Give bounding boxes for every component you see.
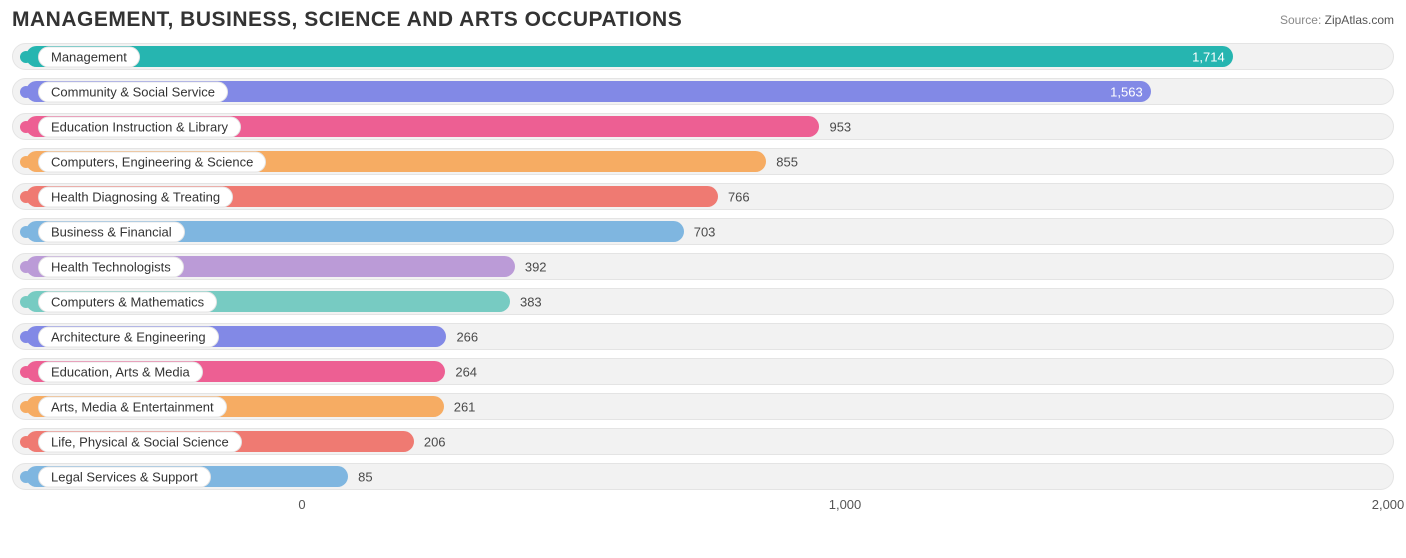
bar-row: Education Instruction & Library 953 bbox=[12, 110, 1394, 143]
bar-row: Business & Financial 703 bbox=[12, 215, 1394, 248]
category-label: Education, Arts & Media bbox=[38, 361, 203, 382]
x-axis: 01,0002,000 bbox=[12, 497, 1394, 519]
value-label: 261 bbox=[454, 399, 476, 414]
value-label: 383 bbox=[520, 294, 542, 309]
bar-endcap-icon bbox=[20, 331, 32, 343]
source-attribution: Source: ZipAtlas.com bbox=[1280, 13, 1394, 27]
category-label: Computers & Mathematics bbox=[38, 291, 217, 312]
chart-title: MANAGEMENT, BUSINESS, SCIENCE AND ARTS O… bbox=[12, 8, 682, 32]
value-label: 266 bbox=[456, 329, 478, 344]
bar-row: Legal Services & Support 85 bbox=[12, 460, 1394, 493]
bar-endcap-icon bbox=[20, 121, 32, 133]
value-label: 855 bbox=[776, 154, 798, 169]
value-label: 206 bbox=[424, 434, 446, 449]
value-label: 264 bbox=[455, 364, 477, 379]
category-label: Business & Financial bbox=[38, 221, 185, 242]
category-label: Legal Services & Support bbox=[38, 466, 211, 487]
bar-row: Computers & Mathematics 383 bbox=[12, 285, 1394, 318]
bar-endcap-icon bbox=[20, 226, 32, 238]
value-label: 1,714 bbox=[1192, 49, 1225, 64]
bar-endcap-icon bbox=[20, 51, 32, 63]
bar-row: Health Technologists 392 bbox=[12, 250, 1394, 283]
category-label: Arts, Media & Entertainment bbox=[38, 396, 227, 417]
chart-area: Management 1,714 Community & Social Servic… bbox=[12, 40, 1394, 519]
value-label: 703 bbox=[694, 224, 716, 239]
category-label: Computers, Engineering & Science bbox=[38, 151, 266, 172]
bar-endcap-icon bbox=[20, 156, 32, 168]
bar-endcap-icon bbox=[20, 366, 32, 378]
category-label: Management bbox=[38, 46, 140, 67]
category-label: Health Diagnosing & Treating bbox=[38, 186, 233, 207]
bar-endcap-icon bbox=[20, 261, 32, 273]
value-label: 766 bbox=[728, 189, 750, 204]
bar-row: Computers, Engineering & Science 855 bbox=[12, 145, 1394, 178]
bar-row: Community & Social Service 1,563 bbox=[12, 75, 1394, 108]
category-label: Community & Social Service bbox=[38, 81, 228, 102]
source-name: ZipAtlas.com bbox=[1325, 13, 1394, 27]
bar-row: Management 1,714 bbox=[12, 40, 1394, 73]
source-label: Source: bbox=[1280, 13, 1321, 27]
bar-endcap-icon bbox=[20, 86, 32, 98]
category-label: Health Technologists bbox=[38, 256, 184, 277]
bar-row: Education, Arts & Media 264 bbox=[12, 355, 1394, 388]
bar-endcap-icon bbox=[20, 401, 32, 413]
x-axis-tick: 0 bbox=[298, 497, 305, 512]
bar-endcap-icon bbox=[20, 296, 32, 308]
value-label: 85 bbox=[358, 469, 372, 484]
bar-endcap-icon bbox=[20, 471, 32, 483]
value-label: 953 bbox=[829, 119, 851, 134]
bar-fill bbox=[26, 46, 1233, 67]
value-label: 1,563 bbox=[1110, 84, 1143, 99]
bar-endcap-icon bbox=[20, 436, 32, 448]
category-label: Education Instruction & Library bbox=[38, 116, 241, 137]
x-axis-tick: 2,000 bbox=[1372, 497, 1405, 512]
x-axis-tick: 1,000 bbox=[829, 497, 862, 512]
bar-row: Arts, Media & Entertainment 261 bbox=[12, 390, 1394, 423]
bar-row: Life, Physical & Social Science 206 bbox=[12, 425, 1394, 458]
category-label: Architecture & Engineering bbox=[38, 326, 219, 347]
bar-row: Architecture & Engineering 266 bbox=[12, 320, 1394, 353]
category-label: Life, Physical & Social Science bbox=[38, 431, 242, 452]
value-label: 392 bbox=[525, 259, 547, 274]
chart-plot: Management 1,714 Community & Social Servic… bbox=[12, 40, 1394, 493]
bar-endcap-icon bbox=[20, 191, 32, 203]
bar-row: Health Diagnosing & Treating 766 bbox=[12, 180, 1394, 213]
